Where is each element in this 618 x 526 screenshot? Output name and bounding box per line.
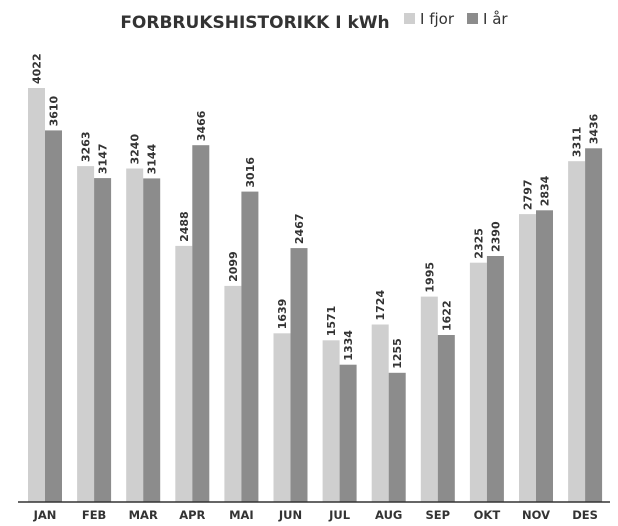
value-label-des-1: 3436 (588, 113, 601, 144)
category-label-jul: JUL (328, 508, 351, 522)
bar-des-0 (568, 161, 586, 502)
bar-sep-0 (420, 296, 438, 502)
value-label-jul-0: 1571 (325, 306, 338, 337)
value-label-des-0: 3311 (571, 127, 584, 158)
bar-mar-0 (126, 168, 144, 502)
bar-nov-1 (536, 210, 553, 503)
value-label-sep-1: 1622 (440, 300, 453, 331)
value-label-apr-1: 3466 (195, 110, 208, 141)
value-label-nov-1: 2834 (539, 175, 552, 206)
value-labels: 4022 3610 3263 3147 3240 3144 2488 3466 2099 3016… (31, 53, 601, 368)
bar-aug-1 (388, 372, 406, 502)
category-label-aug: AUG (375, 508, 402, 522)
bar-jan-1 (45, 130, 62, 502)
value-label-jan-1: 3610 (48, 95, 61, 126)
value-label-mar-1: 3144 (146, 143, 159, 174)
category-label-feb: FEB (82, 508, 106, 522)
bar-nov-0 (519, 214, 536, 502)
category-label-sep: SEP (426, 508, 451, 522)
value-label-okt-0: 2325 (472, 228, 485, 259)
category-label-mar: MAR (129, 508, 158, 522)
value-label-feb-1: 3147 (97, 143, 110, 174)
value-label-apr-0: 2488 (178, 211, 191, 242)
value-label-aug-0: 1724 (374, 290, 387, 321)
value-label-feb-0: 3263 (80, 131, 93, 162)
value-label-aug-1: 1255 (391, 338, 404, 369)
category-labels: JAN FEB MAR APR MAI JUN JUL AUG SEP OKT NOV DES (33, 508, 598, 522)
bar-okt-0 (469, 262, 487, 502)
bar-feb-1 (94, 178, 112, 502)
category-label-jan: JAN (33, 508, 57, 522)
category-label-jun: JUN (278, 508, 302, 522)
bar-mai-0 (224, 285, 242, 502)
bar-jul-0 (322, 340, 340, 502)
bar-jun-1 (290, 248, 308, 502)
legend-swatch-0 (404, 13, 415, 24)
value-label-nov-0: 2797 (522, 179, 535, 210)
bar-group (28, 88, 603, 503)
bar-apr-0 (175, 245, 193, 502)
bar-mar-1 (143, 178, 161, 502)
value-label-mai-1: 3016 (244, 157, 257, 188)
category-label-nov: NOV (522, 508, 550, 522)
chart-legend: I fjor I år (404, 10, 508, 28)
bar-des-1 (585, 148, 603, 503)
bar-jan-0 (28, 88, 45, 502)
value-label-mai-0: 2099 (227, 251, 240, 282)
bar-jun-0 (273, 333, 291, 502)
legend-swatch-1 (467, 13, 478, 24)
value-label-okt-1: 2390 (489, 221, 502, 252)
category-label-apr: APR (179, 508, 205, 522)
category-label-des: DES (572, 508, 598, 522)
bar-mai-1 (241, 191, 259, 502)
chart-title: FORBRUKSHISTORIKK I kWh (120, 13, 389, 33)
legend-label-0: I fjor (420, 10, 455, 28)
bar-sep-1 (437, 335, 455, 502)
value-label-jun-0: 1639 (276, 299, 289, 330)
value-label-jun-1: 2467 (293, 213, 306, 244)
category-label-mai: MAI (229, 508, 254, 522)
category-label-okt: OKT (474, 508, 501, 522)
bar-aug-0 (371, 324, 389, 502)
bar-apr-1 (192, 145, 210, 502)
legend-label-1: I år (483, 10, 508, 28)
value-label-sep-0: 1995 (423, 262, 436, 293)
bar-jul-1 (339, 364, 357, 502)
value-label-jan-0: 4022 (31, 53, 44, 84)
value-label-mar-0: 3240 (129, 134, 142, 165)
value-label-jul-1: 1334 (342, 330, 355, 361)
bar-okt-1 (486, 256, 504, 502)
bar-feb-0 (77, 166, 95, 502)
